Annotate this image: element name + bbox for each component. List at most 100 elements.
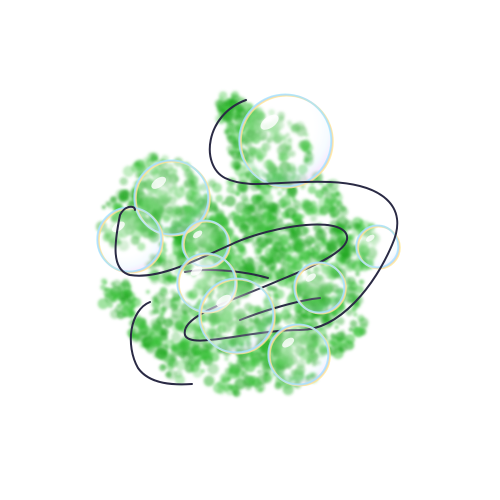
- foliage-dot: [234, 148, 239, 153]
- foliage-dot: [248, 375, 260, 387]
- foliage-dot: [197, 357, 202, 362]
- foliage-dot: [344, 250, 353, 259]
- foliage-dot: [192, 367, 203, 378]
- foliage-dot: [358, 279, 365, 285]
- foliage-dot: [171, 332, 182, 342]
- foliage-dot: [305, 314, 310, 319]
- foliage-dot: [274, 381, 282, 390]
- foliage-dot: [289, 233, 301, 244]
- foliage-dot: [221, 201, 226, 206]
- bubble: [267, 323, 331, 387]
- foliage-dot: [222, 100, 229, 108]
- foliage-dot: [109, 288, 117, 296]
- foliage-dot: [208, 202, 218, 213]
- foliage-dot: [337, 345, 343, 351]
- foliage-dot: [279, 195, 292, 207]
- foliage-dot: [269, 265, 276, 272]
- foliage-dot: [163, 318, 174, 328]
- foliage-dot: [120, 300, 127, 308]
- foliage-dot: [344, 261, 355, 272]
- foliage-dot: [266, 284, 273, 292]
- foliage-dot: [133, 332, 141, 340]
- foliage-dot: [227, 361, 233, 367]
- foliage-dot: [275, 256, 281, 263]
- foliage-dot: [330, 333, 336, 340]
- foliage-dot: [235, 191, 241, 197]
- foliage-dot: [213, 382, 225, 394]
- foliage-dot: [257, 369, 262, 375]
- foliage-dot: [310, 320, 319, 328]
- foliage-dot: [145, 289, 150, 294]
- foliage-dot: [289, 269, 295, 275]
- foliage-dot: [238, 266, 245, 273]
- foliage-dot: [119, 177, 128, 186]
- scribble-stroke: [129, 301, 193, 386]
- foliage-dot: [101, 205, 106, 210]
- foliage-dot: [234, 247, 245, 258]
- foliage-dot: [252, 212, 264, 224]
- foliage-dot: [274, 208, 282, 216]
- bubble: [355, 224, 401, 270]
- foliage-dot: [355, 222, 362, 229]
- foliage-dot: [283, 313, 295, 325]
- foliage-dot: [259, 254, 264, 260]
- bubble-group: [176, 252, 347, 387]
- foliage-dot: [233, 211, 240, 218]
- foliage-dot: [333, 319, 338, 324]
- foliage-dot: [310, 215, 317, 222]
- foliage-dot: [334, 325, 339, 330]
- foliage-dot: [282, 239, 287, 245]
- foliage-dot: [303, 257, 311, 265]
- foliage-dot: [275, 220, 280, 224]
- foliage-dot: [105, 201, 111, 207]
- bubble-group: [96, 93, 401, 274]
- scribble-stroke: [114, 99, 399, 342]
- foliage-dot: [254, 255, 260, 260]
- foliage-dot: [162, 247, 168, 253]
- foliage-dot: [355, 271, 360, 277]
- foliage-dot: [293, 247, 298, 252]
- foliage-dot: [174, 374, 185, 385]
- foliage-dot: [208, 179, 216, 188]
- foliage-dot: [131, 162, 142, 174]
- bubble: [96, 206, 164, 274]
- foliage-dot: [175, 320, 185, 330]
- foliage-dot: [283, 384, 294, 396]
- foliage-dot: [273, 292, 279, 298]
- foliage-dot: [149, 310, 155, 316]
- foliage-dot: [344, 285, 357, 298]
- foliage-dot: [132, 297, 142, 307]
- foliage-dot: [352, 312, 358, 317]
- foliage-dot: [181, 352, 193, 364]
- foliage-dot: [224, 195, 236, 207]
- foliage-dot: [337, 206, 349, 217]
- foliage-dot: [256, 236, 269, 248]
- foliage-dot: [345, 309, 353, 317]
- foliage-dot: [326, 239, 339, 252]
- foliage-dot: [349, 320, 358, 328]
- foliage-dot: [347, 224, 353, 230]
- foliage-dot: [165, 371, 172, 378]
- foliage-dot: [335, 331, 346, 342]
- foliage-dot: [152, 296, 159, 302]
- foliage-dot: [100, 284, 106, 291]
- foliage-dot: [203, 375, 215, 386]
- foliage-dot: [255, 195, 263, 203]
- foliage-dot: [168, 358, 177, 367]
- foliage-dot: [348, 327, 354, 332]
- foliage-dot: [152, 320, 163, 332]
- foliage-dot: [148, 335, 153, 339]
- foliage-dot: [144, 324, 150, 330]
- foliage-dot: [264, 247, 275, 257]
- foliage-dot: [229, 247, 234, 252]
- foliage-dot: [258, 387, 263, 392]
- foliage-dot: [167, 253, 179, 265]
- foliage-dot: [285, 253, 291, 260]
- foliage-dot: [251, 240, 257, 246]
- foliage-dot: [304, 235, 315, 246]
- bubble: [238, 93, 334, 189]
- foliage-dot: [112, 279, 122, 289]
- foliage-dot: [110, 196, 117, 203]
